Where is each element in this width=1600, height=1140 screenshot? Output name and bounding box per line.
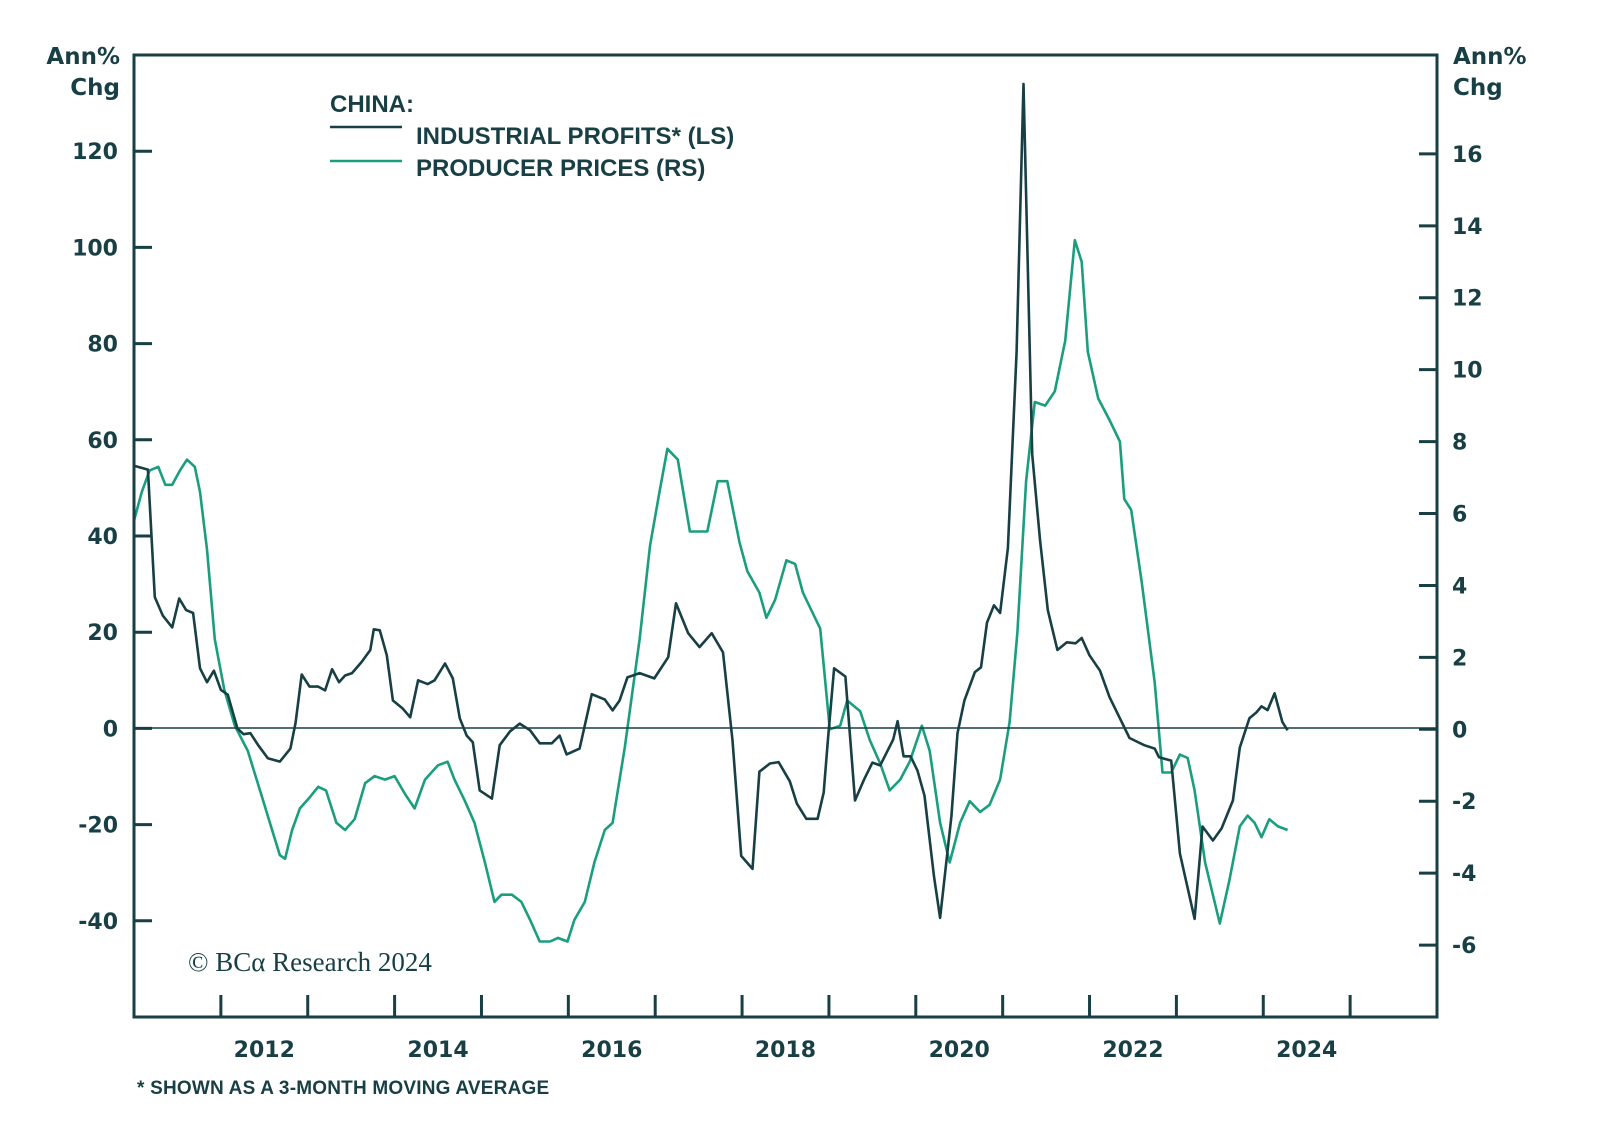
x-axis-tick-label: 2012 [234, 1038, 295, 1063]
x-axis-tick-label: 2018 [755, 1038, 816, 1063]
left-axis-title-line2: Chg [70, 75, 120, 101]
right-axis-tick-label: -4 [1452, 862, 1476, 887]
right-axis-tick-label: -6 [1452, 934, 1476, 959]
right-axis-tick-label: 16 [1452, 143, 1483, 168]
right-axis-tick-label: -2 [1452, 790, 1476, 815]
x-axis-tick-label: 2020 [929, 1038, 990, 1063]
left-axis-tick-label: -40 [78, 910, 118, 935]
x-axis-tick-label: 2022 [1102, 1038, 1163, 1063]
series-line-industrial-profits [133, 82, 1289, 921]
right-axis-tick-label: 0 [1452, 718, 1467, 743]
left-axis-tick-label: 0 [103, 717, 118, 742]
plot-frame [132, 53, 1439, 1019]
x-axis-tick-label: 2014 [407, 1038, 468, 1063]
footnote: * SHOWN AS A 3-MONTH MOVING AVERAGE [137, 1078, 550, 1099]
left-axis-title-line1: Ann% [46, 44, 120, 70]
right-axis-tick-label: 8 [1452, 431, 1467, 456]
series-line-producer-prices [132, 238, 1289, 943]
x-axis-tick-label: 2024 [1276, 1038, 1337, 1063]
right-axis-tick-label: 6 [1452, 503, 1467, 528]
left-axis-tick-label: 40 [87, 525, 118, 550]
right-axis-title-line2: Chg [1453, 75, 1503, 101]
right-axis-tick-label: 10 [1452, 359, 1483, 384]
legend-label-prices: PRODUCER PRICES (RS) [416, 155, 705, 182]
right-axis-tick-label: 4 [1452, 574, 1467, 599]
legend-title: CHINA: [330, 91, 414, 118]
legend-label-profits: INDUSTRIAL PROFITS* (LS) [416, 123, 734, 150]
left-axis-tick-label: 20 [87, 621, 118, 646]
left-axis-tick-label: 80 [87, 333, 118, 358]
right-axis-title-line1: Ann% [1453, 44, 1527, 70]
right-axis-tick-label: 12 [1452, 287, 1483, 312]
right-axis-tick-label: 14 [1452, 215, 1483, 240]
copyright-text: © BCα Research 2024 [188, 947, 432, 977]
left-axis-tick-label: 60 [87, 429, 118, 454]
right-axis-tick-label: 2 [1452, 646, 1467, 671]
left-axis-tick-label: -20 [78, 814, 118, 839]
left-axis-tick-label: 100 [72, 236, 118, 261]
x-axis-tick-label: 2016 [581, 1038, 642, 1063]
left-axis-tick-label: 120 [72, 140, 118, 165]
